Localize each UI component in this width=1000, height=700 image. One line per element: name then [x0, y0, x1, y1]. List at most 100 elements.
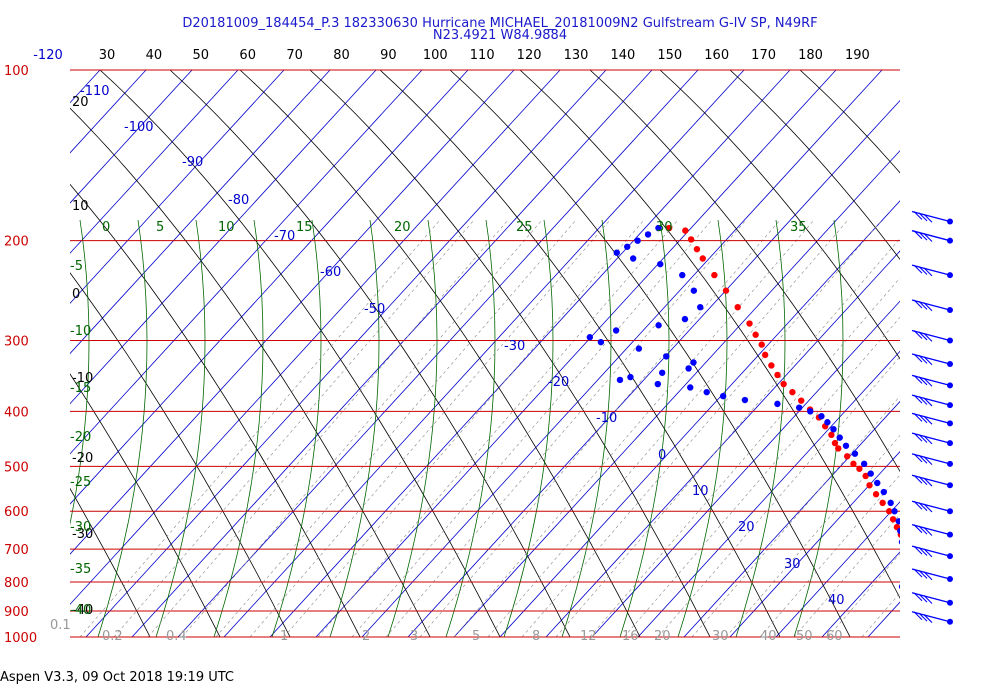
dewpoint-point	[685, 365, 692, 372]
wind-barb-feather	[923, 595, 933, 604]
isotherm-label: -10	[596, 411, 617, 426]
isotherm-line	[407, 99, 900, 637]
temperature-point	[768, 362, 775, 369]
wind-barb	[911, 230, 953, 244]
dewpoint-point	[690, 287, 698, 294]
mixing-ratio-label: 5	[472, 629, 480, 644]
top-scale-label: 180	[798, 48, 823, 63]
isotherm-line	[269, 70, 791, 637]
temperature-point	[746, 320, 753, 327]
wind-barb-staff	[911, 374, 951, 387]
dewpoint-trace	[586, 224, 914, 606]
dry-adiabat-line	[169, 70, 571, 637]
wind-barb-feather	[918, 376, 928, 386]
temperature-point	[952, 609, 958, 615]
temperature-point	[889, 516, 897, 523]
wind-barb	[911, 374, 953, 389]
temperature-point	[862, 472, 869, 480]
dewpoint-point	[904, 553, 910, 559]
moist-adiabat-label: 0	[102, 220, 110, 235]
wind-barb-feather	[913, 500, 923, 510]
mixing-ratio-label: 2	[362, 629, 370, 644]
dewpoint-point	[908, 600, 914, 606]
wind-barb-point	[947, 482, 953, 489]
pressure-label: 300	[4, 335, 29, 350]
moist-label: -40	[70, 603, 91, 618]
mixing-ratio-line	[181, 219, 543, 637]
wind-barb-feather	[918, 569, 928, 579]
mixing-ratio-label: 40	[760, 629, 777, 644]
wind-barb-feather	[918, 547, 928, 556]
moist-adiabat-line	[445, 219, 496, 637]
wind-barb-feather	[923, 356, 933, 366]
wind-barb-feather	[918, 434, 928, 443]
mixing-ratio-line	[657, 356, 900, 637]
wind-barb-staff	[911, 432, 951, 444]
wind-barb-feather	[918, 212, 928, 222]
moist-adiabat-line	[503, 219, 554, 637]
mixing-ratio-line	[759, 474, 900, 637]
wind-barb-point	[947, 402, 953, 409]
dewpoint-point	[898, 539, 900, 545]
dewpoint-point	[690, 359, 697, 366]
wind-barb-feather	[923, 456, 933, 466]
dry-adiabat-line	[659, 70, 900, 360]
isotherm-line	[70, 70, 377, 405]
wind-barb-point	[947, 618, 953, 625]
mixing-ratio-label: 8	[532, 629, 540, 644]
dry-adiabat-label: -10	[72, 371, 93, 386]
wind-barb-staff	[911, 453, 951, 465]
chart-subtitle: N23.4921 W84.9884	[432, 28, 568, 43]
wind-barb-feather	[913, 412, 923, 422]
mixing-ratio-line	[249, 219, 611, 637]
wind-barb-staff	[911, 500, 951, 512]
wind-barb-feather	[913, 592, 923, 602]
dewpoint-point	[904, 566, 910, 572]
wind-barb-feather	[918, 454, 928, 464]
wind-barb-point	[947, 531, 953, 538]
top-scale-label: 150	[657, 48, 682, 63]
moist-adiabat-line	[70, 219, 90, 526]
moist-adiabat-line	[97, 219, 148, 637]
temperature-point	[904, 539, 910, 545]
isotherm-line	[453, 150, 900, 637]
wind-barb-feather	[918, 414, 928, 424]
temperature-point	[850, 460, 857, 468]
moist-label: -35	[70, 562, 91, 577]
dry-adiabat-line	[729, 70, 900, 261]
mixing-ratio-label: 50	[796, 629, 813, 644]
temperature-point	[879, 499, 886, 507]
dewpoint-point	[687, 384, 694, 391]
wind-barb-staff	[911, 524, 951, 536]
mixing-ratio-label: 12	[580, 629, 597, 644]
dewpoint-point	[654, 380, 662, 388]
mixing-ratio-line	[215, 219, 577, 637]
mixing-ratio-line	[521, 219, 883, 637]
wind-barb-feather	[918, 331, 928, 341]
wind-barb-feather	[923, 377, 933, 387]
isotherm-line	[545, 250, 900, 637]
wind-barb-staff	[911, 299, 951, 311]
dewpoint-point	[851, 450, 859, 457]
dewpoint-point	[629, 255, 637, 262]
wind-barb-feather	[913, 264, 923, 274]
dry-adiabat-line	[519, 70, 900, 599]
dewpoint-point	[900, 576, 906, 582]
temperature-point	[970, 628, 976, 634]
mixing-ratio-line	[283, 219, 645, 637]
pressure-label: 800	[4, 576, 29, 591]
top-scale-label: 160	[704, 48, 729, 63]
temperature-point	[774, 371, 781, 379]
wind-barb	[911, 210, 953, 225]
mixing-ratio-line	[725, 434, 900, 637]
dewpoint-point	[898, 584, 900, 590]
wind-barb-point	[947, 508, 953, 515]
wind-barb-feather	[918, 266, 928, 275]
wind-barb-point	[947, 218, 953, 225]
pressure-label: 200	[4, 235, 29, 250]
moist-adiabat-label: 35	[790, 220, 807, 235]
wind-barb-feather	[913, 611, 923, 621]
mixing-ratio-line	[147, 219, 509, 637]
dewpoint-point	[663, 353, 670, 360]
wind-barb-feather	[923, 477, 933, 487]
